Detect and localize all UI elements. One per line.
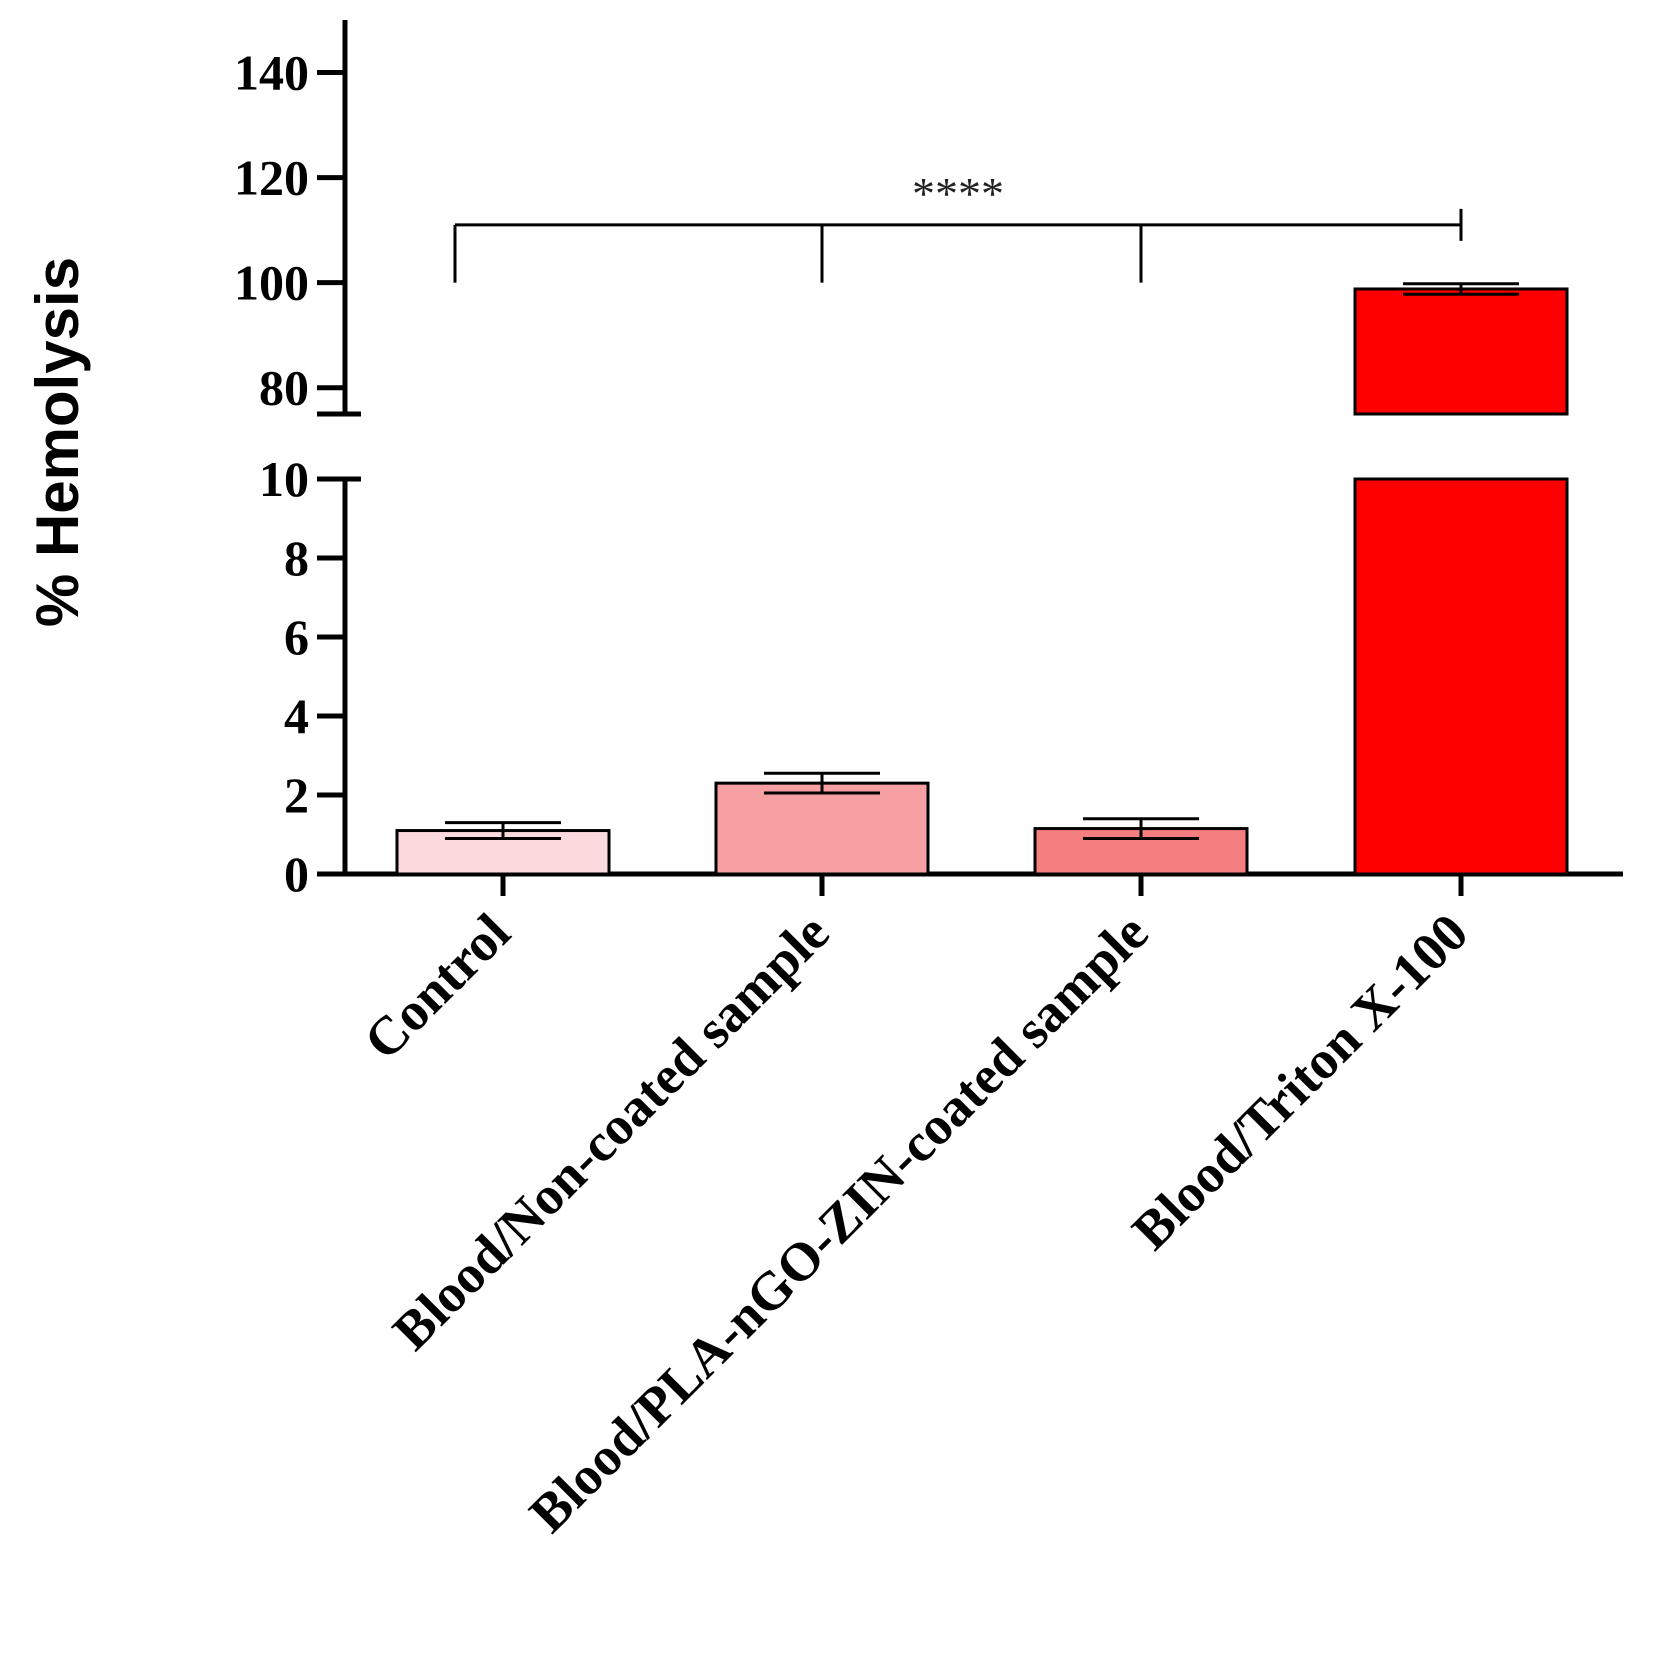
- y-tick-label: 80: [259, 360, 309, 416]
- x-category-label: Blood/PLA-nGO-ZIN-coated sample: [518, 902, 1160, 1544]
- y-axis-label: % Hemolysis: [24, 257, 91, 627]
- x-category-label: Blood/Triton X-100: [1121, 902, 1480, 1261]
- x-category-label: Control: [352, 902, 521, 1071]
- tick-labels: 0 2 4 6 8 10 80 100 120 140: [234, 45, 309, 902]
- bar: [1353, 477, 1569, 876]
- error-bars: [445, 282, 1519, 840]
- significance-label: ****: [912, 168, 1004, 219]
- y-tick-label: 6: [284, 609, 309, 665]
- bars: [395, 287, 1569, 876]
- y-tick-label: 120: [234, 150, 309, 206]
- y-tick-label: 0: [284, 846, 309, 902]
- y-tick-label: 140: [234, 45, 309, 101]
- significance-bracket: ****: [453, 168, 1463, 283]
- y-tick-label: 100: [234, 255, 309, 311]
- bar-upper-segment: [1353, 287, 1569, 416]
- y-tick-label: 8: [284, 530, 309, 586]
- y-tick-label: 4: [284, 688, 309, 744]
- y-tick-label: 2: [284, 767, 309, 823]
- bar: [714, 781, 930, 876]
- y-tick-label: 10: [259, 451, 309, 507]
